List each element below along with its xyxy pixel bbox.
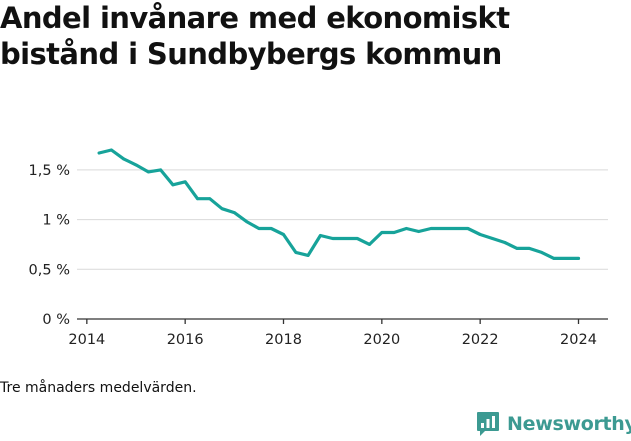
newsworthy-logo-icon: [476, 411, 500, 437]
data-point: [343, 237, 347, 240]
x-tick-label: 2016: [167, 332, 204, 348]
line-chart: 0 % 0,5 % 1 % 1,5 % 2014 2016 2018 2020 2022 2024: [29, 148, 608, 348]
data-point: [318, 234, 322, 237]
data-point: [503, 241, 507, 244]
data-point: [405, 227, 408, 230]
chart-title: Andel invånare med ekonomiskt bistånd i …: [0, 0, 625, 72]
data-point: [331, 237, 335, 240]
x-tick-label: 2014: [68, 332, 105, 348]
data-point: [97, 151, 101, 155]
y-tick-label: 0 %: [42, 312, 70, 328]
data-point: [134, 163, 138, 167]
axis-layer: [77, 318, 608, 324]
data-point: [466, 227, 470, 230]
brand-name: Newsworthy: [507, 413, 631, 435]
y-tick-label: 0,5 %: [29, 262, 70, 278]
data-point: [454, 227, 457, 230]
data-point: [294, 250, 298, 254]
x-tick-label: 2020: [363, 332, 400, 348]
data-point: [282, 233, 285, 236]
y-tick-label: 1 %: [42, 213, 70, 229]
data-point: [380, 231, 384, 234]
series-layer: [97, 148, 581, 261]
chart-note: Tre månaders medelvärden.: [0, 380, 197, 396]
data-point: [368, 243, 371, 246]
y-tick-label: 1,5 %: [29, 163, 70, 179]
x-tick-label: 2018: [265, 332, 302, 348]
data-point: [417, 230, 421, 233]
data-point: [564, 256, 568, 260]
data-point: [577, 256, 580, 260]
series-line: [97, 148, 581, 261]
data-point: [552, 256, 556, 260]
grid-layer: [77, 169, 608, 270]
data-point: [269, 227, 273, 230]
data-point: [429, 227, 433, 230]
data-point: [515, 247, 519, 250]
data-point: [527, 247, 531, 250]
data-point: [159, 168, 162, 172]
data-point: [183, 180, 187, 184]
data-point: [232, 211, 236, 215]
data-point: [245, 220, 249, 223]
x-tick-label: 2024: [560, 332, 597, 348]
data-point: [306, 253, 310, 257]
data-point: [491, 237, 494, 240]
data-point: [478, 233, 482, 236]
data-point: [220, 207, 224, 211]
data-point: [208, 197, 212, 201]
data-point: [146, 170, 150, 174]
data-point: [392, 231, 396, 234]
tick-label-layer: 0 % 0,5 % 1 % 1,5 % 2014 2016 2018 2020 2022 2024: [29, 163, 597, 348]
chart-title-line-1: Andel invånare med ekonomiskt: [0, 1, 510, 35]
data-point: [171, 183, 175, 187]
data-point: [122, 157, 126, 161]
brand-logo[interactable]: Newsworthy: [476, 409, 631, 439]
data-point: [441, 227, 445, 230]
data-point: [110, 148, 113, 152]
data-point: [355, 237, 359, 240]
data-point: [196, 197, 199, 201]
data-point: [540, 250, 544, 254]
data-point: [257, 227, 261, 230]
x-tick-label: 2022: [462, 332, 499, 348]
chart-title-line-2: bistånd i Sundbybergs kommun: [0, 37, 502, 71]
